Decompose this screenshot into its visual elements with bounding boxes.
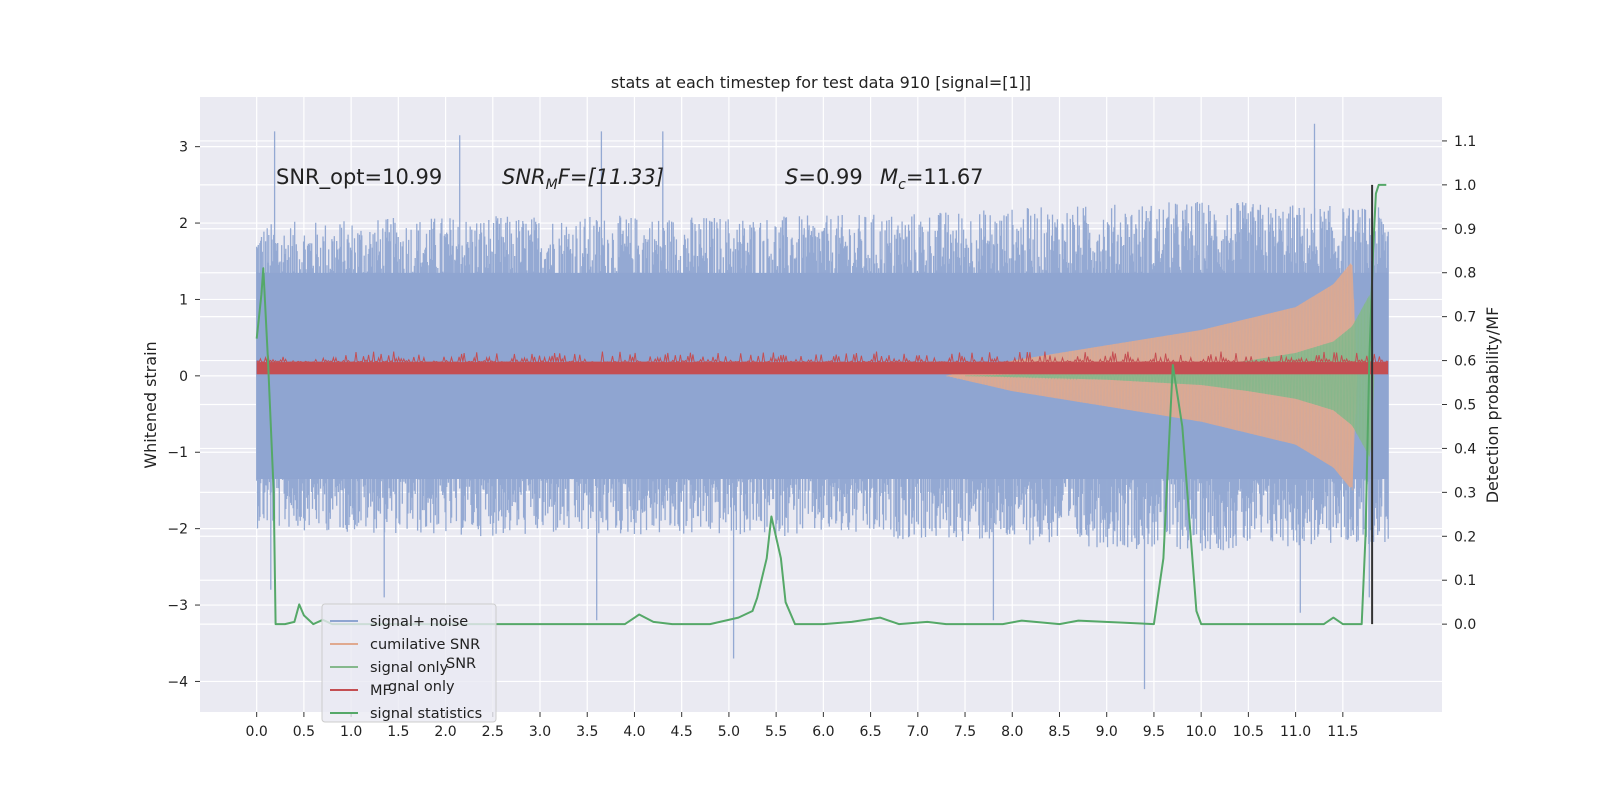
annotations: SNR_opt=10.99 SNRMF=[11.33] S=0.99 Mc=11… (276, 165, 984, 193)
legend-label: MF (370, 683, 391, 699)
x-tick-label: 10.5 (1233, 724, 1264, 740)
annotation-s-rest: =0.99 (798, 165, 862, 189)
chart-title: stats at each timestep for test data 910… (611, 73, 1031, 92)
x-tick-label: 7.0 (907, 724, 929, 740)
legend-ghost-snr: SNR (446, 656, 476, 672)
x-tick-label: 5.0 (718, 724, 740, 740)
x-tick-label: 4.5 (671, 724, 693, 740)
y-right-tick-label: 1.0 (1454, 178, 1476, 194)
legend: SNR gnal only signal+ noise cumilative SN… (321, 603, 497, 723)
x-tick-label: 10.0 (1186, 724, 1217, 740)
y-right-tick-label: 0.0 (1454, 617, 1476, 633)
legend-box (321, 603, 497, 723)
annotation-snr-opt: SNR_opt=10.99 (276, 165, 442, 190)
y-right-tick-label: 1.1 (1454, 134, 1476, 150)
x-tick-label: 3.0 (529, 724, 551, 740)
x-tick-label: 7.5 (954, 724, 976, 740)
x-tick-label: 6.5 (859, 724, 881, 740)
annotation-s-main: S (785, 165, 798, 189)
y-axis-label: Whitened strain (141, 341, 160, 468)
series-layer (255, 123, 1389, 690)
y-tick-label: −1 (167, 445, 188, 461)
y-tick-label: −3 (167, 598, 188, 614)
x-tick-label: 0.5 (293, 724, 315, 740)
x-tick-label: 3.5 (576, 724, 598, 740)
y-axis-ticks: 3 2 1 0 −1 −2 −3 −4 (167, 140, 200, 690)
annotation-s: S=0.99 (785, 165, 863, 189)
legend-entry: signal statistics (330, 706, 482, 722)
y-right-tick-label: 0.5 (1454, 398, 1476, 414)
legend-entry: signal+ noise (330, 614, 468, 630)
series-signal-only-envelope (965, 294, 1374, 457)
y-right-tick-label: 0.9 (1454, 222, 1476, 238)
annotation-mc: Mc=11.67 (880, 165, 984, 193)
y-tick-label: −4 (167, 674, 188, 690)
annotation-mc-rest: =11.67 (906, 165, 984, 189)
y-tick-label: 2 (179, 216, 188, 232)
x-tick-label: 8.5 (1048, 724, 1070, 740)
y-tick-label: 0 (179, 369, 188, 385)
annotation-snr-mf-sub: M (546, 177, 558, 193)
legend-label: signal only (370, 660, 449, 676)
y-tick-label: 3 (179, 140, 188, 156)
legend-entry: MF (330, 683, 391, 699)
legend-label: cumilative SNR (370, 637, 480, 653)
y-right-tick-label: 0.4 (1454, 441, 1476, 457)
legend-entries: signal+ noise cumilative SNR signal only MF… (330, 614, 482, 722)
mf-band (256, 362, 1389, 375)
mf-trace (256, 351, 1389, 365)
annotation-mc-sub: c (898, 177, 906, 193)
x-tick-label: 1.0 (340, 724, 362, 740)
y-right-tick-label: 0.6 (1454, 354, 1476, 370)
x-tick-label: 6.0 (812, 724, 834, 740)
x-tick-label: 2.0 (434, 724, 456, 740)
legend-ghost-signal-only: gnal only (388, 679, 455, 695)
annotation-snr-mf: SNRMF=[11.33] (502, 165, 664, 193)
series-cumilative-snr-oscillation (946, 263, 1358, 491)
legend-entry: signal only (330, 660, 449, 676)
x-tick-label: 1.5 (387, 724, 409, 740)
annotation-mc-main: M (880, 165, 898, 189)
y-tick-label: −2 (167, 522, 188, 538)
x-axis-ticks: 0.0 0.5 1.0 1.5 2.0 2.5 3.0 3.5 4.0 4.5 5.0 5.5 6.0 6… (246, 712, 1358, 740)
legend-entry: cumilative SNR (330, 637, 480, 653)
series-signal-statistics (255, 183, 1387, 626)
y-right-tick-label: 0.1 (1454, 573, 1476, 589)
x-tick-label: 11.5 (1327, 724, 1358, 740)
y-right-axis-label: Detection probability/MF (1483, 307, 1502, 504)
x-tick-label: 9.0 (1096, 724, 1118, 740)
legend-label: signal+ noise (370, 614, 468, 630)
y-right-tick-label: 0.8 (1454, 266, 1476, 282)
annotation-snr-mf-main: SNR (502, 165, 546, 189)
y-right-tick-label: 0.3 (1454, 485, 1476, 501)
legend-label: signal statistics (370, 706, 482, 722)
x-tick-label: 11.0 (1280, 724, 1311, 740)
y-right-tick-label: 0.7 (1454, 310, 1476, 326)
x-tick-label: 4.0 (623, 724, 645, 740)
y-tick-label: 1 (179, 292, 188, 308)
x-tick-label: 0.0 (246, 724, 268, 740)
x-tick-label: 8.0 (1001, 724, 1023, 740)
annotation-snr-mf-rest: F=[11.33] (558, 165, 664, 189)
x-tick-label: 9.5 (1143, 724, 1165, 740)
series-mf (256, 351, 1389, 375)
y-right-tick-label: 0.2 (1454, 529, 1476, 545)
x-tick-label: 2.5 (482, 724, 504, 740)
y-right-axis-ticks: 1.1 1.0 0.9 0.8 0.7 0.6 0.5 0.4 0.3 0.2 0.1 0.0 (1442, 134, 1476, 633)
x-tick-label: 5.5 (765, 724, 787, 740)
